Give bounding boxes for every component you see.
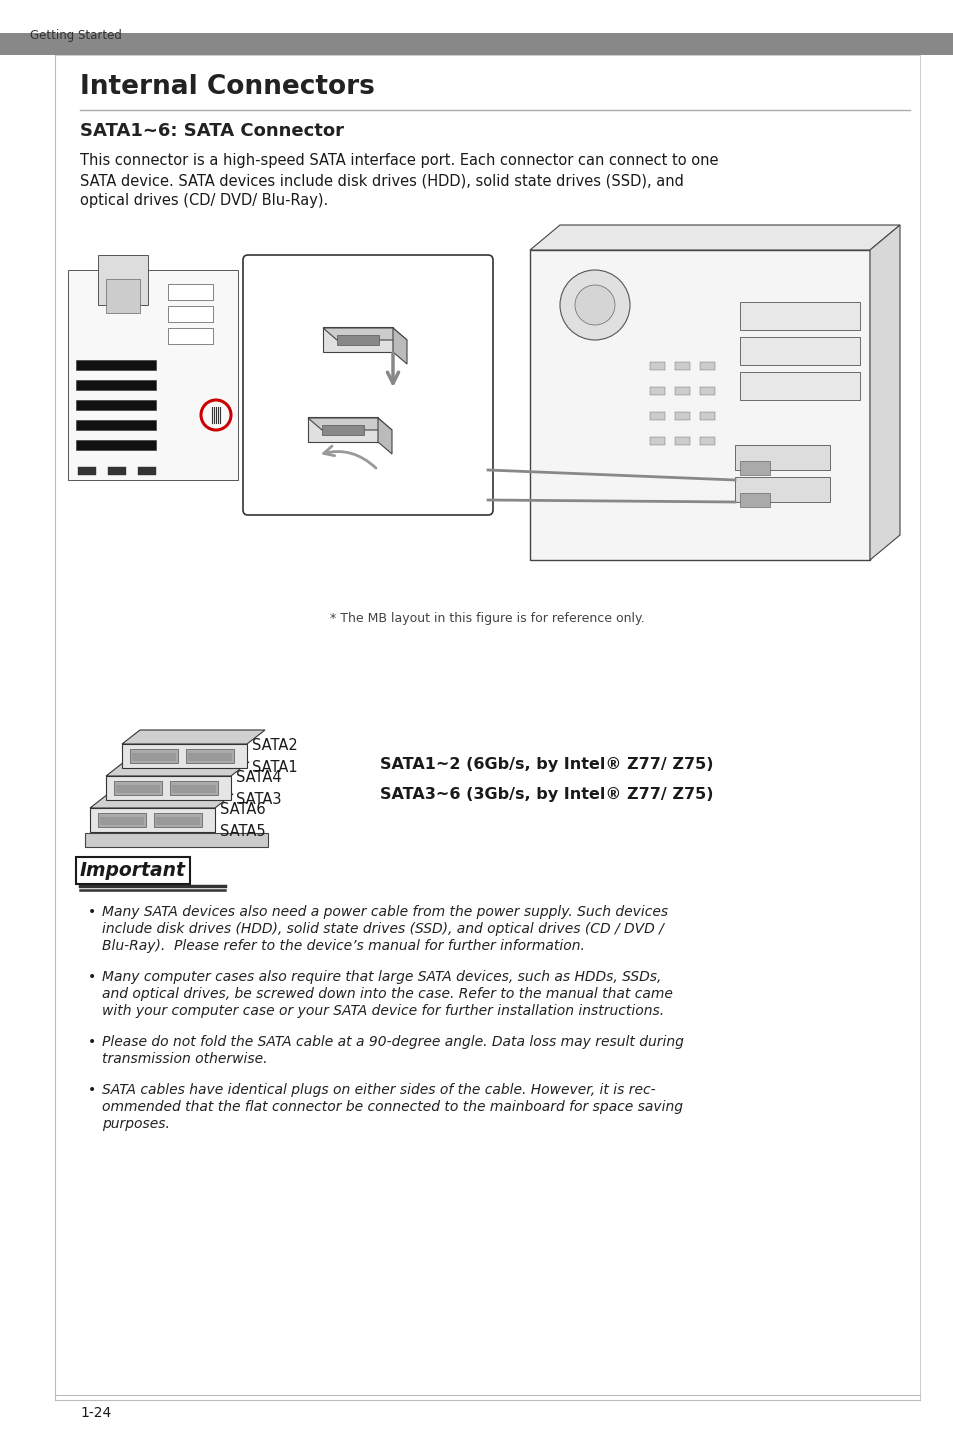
Bar	[106, 776, 231, 800]
Bar	[322, 425, 364, 435]
Polygon shape	[323, 328, 407, 339]
Bar	[0, 33, 953, 54]
Bar	[740, 372, 859, 400]
Polygon shape	[106, 762, 249, 776]
Bar	[740, 337, 859, 365]
Text: transmission otherwise.: transmission otherwise.	[102, 1053, 267, 1065]
Bar	[106, 279, 140, 314]
Bar	[649, 362, 664, 369]
Text: optical drives (CD/ DVD/ Blu-Ray).: optical drives (CD/ DVD/ Blu-Ray).	[80, 193, 328, 208]
Bar	[85, 833, 268, 846]
Bar	[740, 461, 769, 475]
Bar	[76, 420, 156, 430]
Text: SATA3~6 (3Gb/s, by Intel® Z77/ Z75): SATA3~6 (3Gb/s, by Intel® Z77/ Z75)	[379, 786, 713, 802]
Bar	[78, 467, 96, 475]
Text: Internal Connectors: Internal Connectors	[80, 74, 375, 100]
Text: •: •	[88, 905, 96, 919]
Bar	[649, 387, 664, 395]
Bar	[90, 808, 214, 832]
Bar	[188, 753, 232, 760]
Polygon shape	[530, 225, 899, 251]
Text: SATA1~6: SATA Connector: SATA1~6: SATA Connector	[80, 122, 344, 140]
Bar	[734, 445, 829, 470]
Bar	[308, 417, 377, 442]
Text: Many computer cases also require that large SATA devices, such as HDDs, SSDs,: Many computer cases also require that la…	[102, 969, 660, 984]
Text: Many SATA devices also need a power cable from the power supply. Such devices: Many SATA devices also need a power cabl…	[102, 905, 667, 919]
Polygon shape	[122, 730, 265, 745]
Bar	[100, 818, 144, 825]
Text: SATA4: SATA4	[235, 770, 281, 786]
Bar	[734, 477, 829, 503]
Text: Getting Started: Getting Started	[30, 29, 122, 42]
Bar	[170, 780, 218, 795]
Text: •: •	[88, 1083, 96, 1097]
Bar	[130, 749, 178, 763]
Text: Please do not fold the SATA cable at a 90-degree angle. Data loss may result dur: Please do not fold the SATA cable at a 9…	[102, 1035, 683, 1050]
Text: •: •	[88, 1035, 96, 1050]
Bar	[675, 437, 689, 445]
Text: with your computer case or your SATA device for further installation instruction: with your computer case or your SATA dev…	[102, 1004, 663, 1018]
Text: Blu-Ray).  Please refer to the device’s manual for further information.: Blu-Ray). Please refer to the device’s m…	[102, 939, 584, 954]
Bar	[76, 440, 156, 450]
Bar	[700, 437, 714, 445]
Bar	[649, 437, 664, 445]
Text: * The MB layout in this figure is for reference only.: * The MB layout in this figure is for re…	[330, 611, 644, 624]
Bar	[700, 387, 714, 395]
Bar	[116, 785, 160, 793]
Text: SATA2: SATA2	[252, 739, 297, 753]
Bar	[323, 326, 393, 352]
Text: SATA1: SATA1	[252, 760, 297, 776]
Bar	[132, 753, 175, 760]
Bar	[675, 412, 689, 420]
Bar	[168, 284, 213, 299]
Bar	[740, 302, 859, 329]
Text: Important: Important	[80, 861, 186, 881]
Bar	[186, 749, 233, 763]
Bar	[76, 359, 156, 369]
Circle shape	[575, 285, 615, 325]
Bar	[675, 387, 689, 395]
Bar	[172, 785, 215, 793]
Bar	[649, 412, 664, 420]
Bar	[700, 362, 714, 369]
Bar	[336, 335, 378, 345]
Polygon shape	[377, 418, 392, 454]
Bar	[76, 400, 156, 410]
Polygon shape	[90, 793, 233, 808]
Text: purposes.: purposes.	[102, 1117, 170, 1131]
Bar	[76, 379, 156, 390]
Text: SATA6: SATA6	[220, 802, 265, 818]
Bar	[156, 818, 200, 825]
Text: •: •	[88, 969, 96, 984]
Bar	[530, 251, 869, 560]
Text: SATA1~2 (6Gb/s, by Intel® Z77/ Z75): SATA1~2 (6Gb/s, by Intel® Z77/ Z75)	[379, 756, 713, 772]
Bar	[98, 255, 148, 305]
Bar	[98, 813, 146, 828]
Text: include disk drives (HDD), solid state drives (SSD), and optical drives (CD / DV: include disk drives (HDD), solid state d…	[102, 922, 663, 937]
Text: ommended that the flat connector be connected to the mainboard for space saving: ommended that the flat connector be conn…	[102, 1100, 682, 1114]
Polygon shape	[308, 418, 392, 430]
Text: 1-24: 1-24	[80, 1406, 112, 1421]
Bar	[675, 362, 689, 369]
Circle shape	[559, 271, 629, 339]
Polygon shape	[869, 225, 899, 560]
Bar	[68, 271, 237, 480]
Bar	[168, 306, 213, 322]
Bar	[700, 412, 714, 420]
Bar	[153, 813, 202, 828]
Text: SATA cables have identical plugs on either sides of the cable. However, it is re: SATA cables have identical plugs on eith…	[102, 1083, 655, 1097]
Text: SATA5: SATA5	[220, 825, 265, 839]
Text: This connector is a high-speed SATA interface port. Each connector can connect t: This connector is a high-speed SATA inte…	[80, 153, 718, 168]
Text: SATA device. SATA devices include disk drives (HDD), solid state drives (SSD), a: SATA device. SATA devices include disk d…	[80, 173, 683, 188]
Bar	[168, 328, 213, 344]
Bar	[108, 467, 126, 475]
Bar	[740, 493, 769, 507]
FancyBboxPatch shape	[243, 255, 493, 516]
Text: and optical drives, be screwed down into the case. Refer to the manual that came: and optical drives, be screwed down into…	[102, 987, 672, 1001]
Polygon shape	[393, 328, 407, 364]
Bar	[113, 780, 162, 795]
Text: SATA3: SATA3	[235, 792, 281, 808]
Bar	[122, 745, 247, 768]
Bar	[138, 467, 156, 475]
